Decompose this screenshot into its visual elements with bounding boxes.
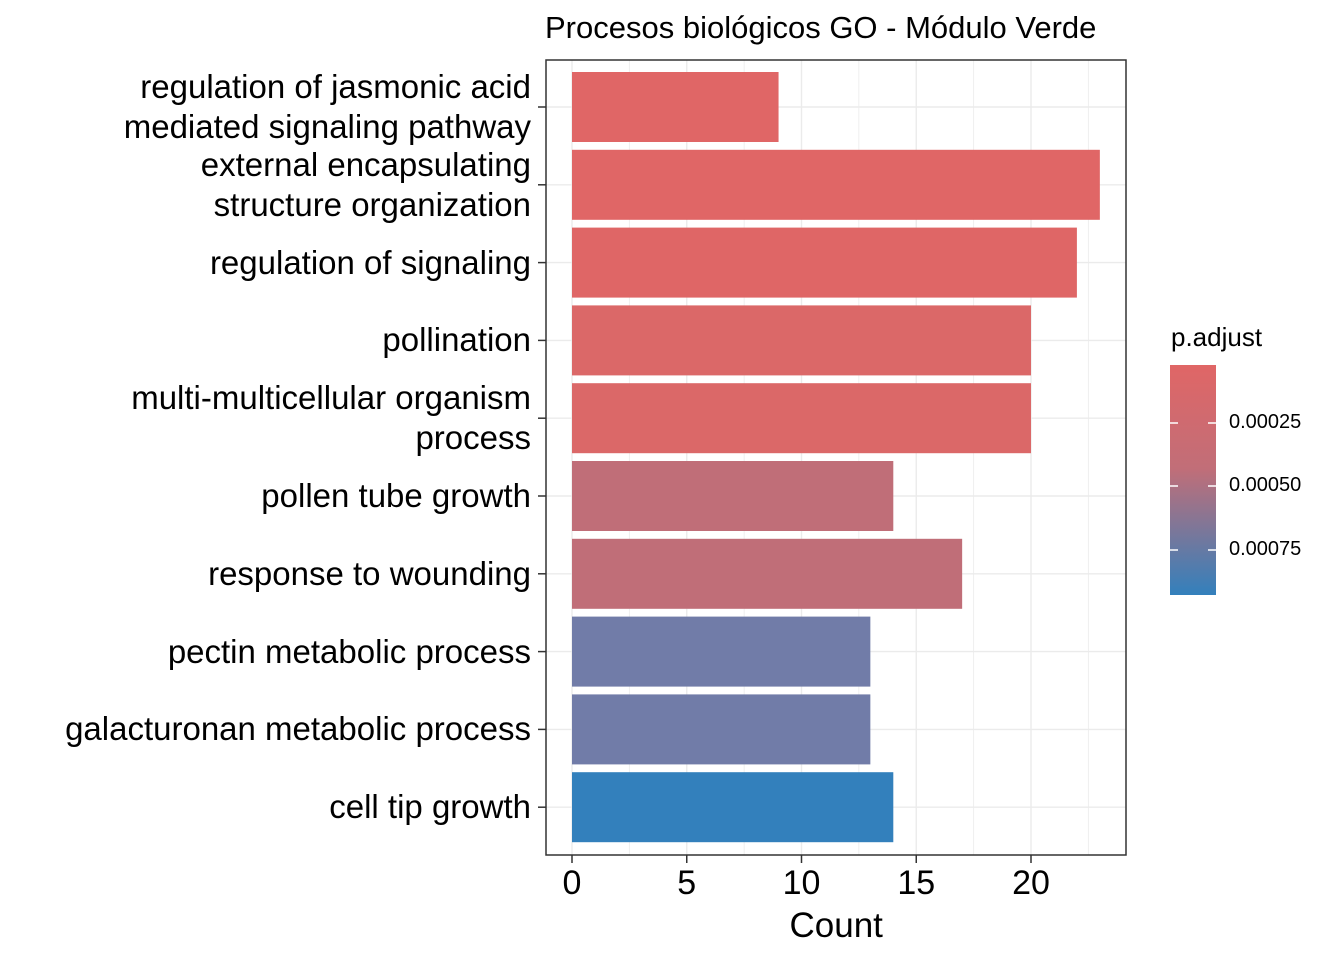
- y-tick-label: galacturonan metabolic process: [65, 710, 531, 748]
- bar: [572, 616, 871, 687]
- bar: [572, 461, 894, 531]
- legend-tick-label: 0.00025: [1229, 411, 1302, 433]
- bar: [572, 383, 1031, 454]
- y-tick-label: multi-multicellular organism process: [131, 379, 531, 457]
- panel-border: [545, 59, 1127, 856]
- colorbar: [1170, 365, 1216, 595]
- x-tick-label: 15: [897, 864, 936, 902]
- x-axis-ticks: [571, 855, 1032, 863]
- bar: [572, 149, 1100, 220]
- y-tick-label: response to wounding: [208, 554, 531, 592]
- bar: [572, 305, 1031, 376]
- y-tick-label: pollination: [382, 321, 531, 359]
- bars: [572, 72, 1100, 843]
- x-tick-label: 20: [1012, 864, 1050, 902]
- y-tick-label: regulation of jasmonic acid mediated sig…: [123, 68, 531, 145]
- y-tick-label: external encapsulating structure organiz…: [200, 145, 531, 223]
- legend-tick-label: 0.00075: [1229, 538, 1302, 560]
- y-axis-ticks: [538, 106, 546, 808]
- x-axis-title: Count: [789, 906, 883, 945]
- legend-title: p.adjust: [1171, 322, 1263, 352]
- colorbar-ticks: [1170, 422, 1216, 551]
- bar: [572, 538, 963, 609]
- x-tick-label: 5: [677, 864, 697, 902]
- y-tick-label: regulation of signaling: [209, 243, 531, 281]
- y-tick-label: cell tip growth: [329, 788, 531, 826]
- y-tick-label: pectin metabolic process: [167, 632, 531, 670]
- legend-tick-label: 0.00050: [1229, 474, 1302, 496]
- chart-title: Procesos biológicos GO - Módulo Verde: [545, 10, 1097, 45]
- y-tick-label: pollen tube growth: [261, 477, 531, 514]
- x-tick-label: 10: [782, 864, 821, 902]
- bar: [572, 694, 871, 765]
- x-tick-label: 0: [562, 864, 582, 902]
- bar: [572, 772, 894, 843]
- bar: [572, 227, 1077, 298]
- bar: [572, 72, 779, 142]
